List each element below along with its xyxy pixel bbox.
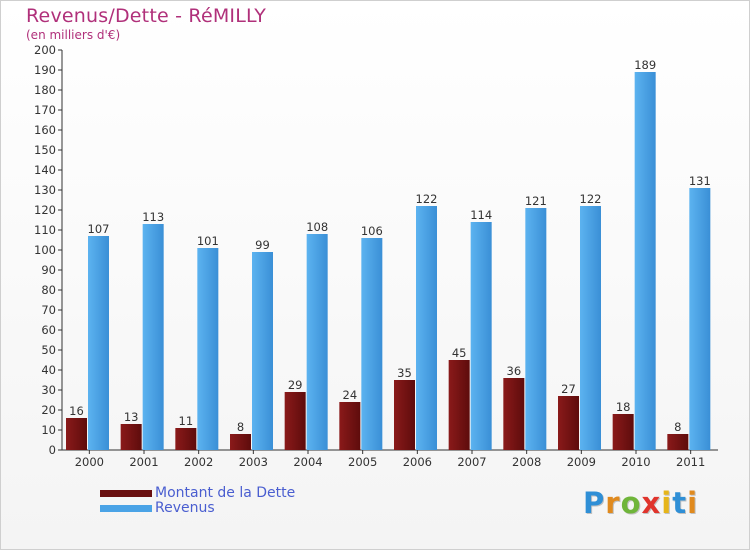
data-label-dette: 27 bbox=[561, 382, 576, 396]
chart-title: Revenus/Dette - RéMILLY bbox=[26, 5, 267, 27]
data-label-dette: 8 bbox=[674, 420, 681, 434]
x-tick-label: 2000 bbox=[75, 455, 104, 469]
y-tick-label: 100 bbox=[34, 243, 56, 257]
bar-dette bbox=[448, 360, 470, 450]
data-label-revenus: 108 bbox=[306, 220, 328, 234]
data-label-revenus: 189 bbox=[634, 58, 656, 72]
y-tick-label: 50 bbox=[41, 343, 56, 357]
data-label-revenus: 101 bbox=[197, 234, 219, 248]
x-tick-label: 2004 bbox=[293, 455, 322, 469]
bar-dette bbox=[667, 434, 689, 450]
data-label-dette: 13 bbox=[124, 410, 139, 424]
y-tick-label: 130 bbox=[34, 183, 56, 197]
data-label-dette: 29 bbox=[288, 378, 303, 392]
logo-letter: x bbox=[641, 486, 662, 520]
x-tick-label: 2006 bbox=[403, 455, 432, 469]
bar-dette bbox=[284, 392, 306, 450]
x-tick-label: 2009 bbox=[567, 455, 596, 469]
data-label-revenus: 107 bbox=[88, 222, 110, 236]
bar-revenus bbox=[470, 222, 492, 450]
legend-swatch-dette bbox=[100, 490, 152, 497]
x-tick-label: 2007 bbox=[457, 455, 486, 469]
x-tick-label: 2008 bbox=[512, 455, 541, 469]
x-tick-label: 2011 bbox=[676, 455, 705, 469]
y-tick-label: 190 bbox=[34, 63, 56, 77]
bar-revenus bbox=[416, 206, 437, 450]
y-tick-label: 150 bbox=[34, 143, 56, 157]
data-label-revenus: 122 bbox=[580, 192, 602, 206]
logo-letter: i bbox=[687, 486, 699, 520]
y-tick-label: 110 bbox=[34, 223, 56, 237]
bar-revenus bbox=[88, 236, 109, 450]
data-label-revenus: 114 bbox=[470, 208, 492, 222]
bar-dette bbox=[503, 378, 525, 450]
data-label-dette: 36 bbox=[507, 364, 522, 378]
logo-letter: o bbox=[620, 486, 642, 520]
y-tick-label: 0 bbox=[49, 443, 56, 457]
data-label-revenus: 131 bbox=[689, 174, 711, 188]
data-label-dette: 8 bbox=[237, 420, 244, 434]
logo-letter: i bbox=[661, 486, 673, 520]
data-label-revenus: 106 bbox=[361, 224, 383, 238]
proxiti-logo: Proxiti bbox=[583, 486, 698, 520]
y-tick-label: 30 bbox=[41, 383, 56, 397]
bar-dette bbox=[612, 414, 634, 450]
data-label-dette: 24 bbox=[343, 388, 358, 402]
x-tick-label: 2002 bbox=[184, 455, 213, 469]
legend-swatch-revenus bbox=[100, 505, 152, 512]
bar-revenus bbox=[580, 206, 601, 450]
data-label-revenus: 113 bbox=[142, 210, 164, 224]
data-label-revenus: 122 bbox=[416, 192, 438, 206]
bar-dette bbox=[230, 434, 251, 450]
data-label-dette: 45 bbox=[452, 346, 467, 360]
y-tick-label: 10 bbox=[41, 423, 56, 437]
logo-letter: P bbox=[583, 486, 606, 520]
bar-dette bbox=[175, 428, 197, 450]
legend-label-revenus: Revenus bbox=[155, 500, 215, 516]
legend-label-dette: Montant de la Dette bbox=[155, 485, 296, 501]
logo-letter: t bbox=[672, 486, 688, 520]
y-tick-label: 140 bbox=[34, 163, 56, 177]
y-tick-label: 70 bbox=[41, 303, 56, 317]
y-tick-label: 20 bbox=[41, 403, 56, 417]
bar-revenus bbox=[361, 238, 383, 450]
data-label-dette: 18 bbox=[616, 400, 631, 414]
y-tick-label: 60 bbox=[41, 323, 56, 337]
y-tick-label: 180 bbox=[34, 83, 56, 97]
bar-dette bbox=[120, 424, 142, 450]
bar-revenus bbox=[689, 188, 711, 450]
data-label-dette: 35 bbox=[397, 366, 412, 380]
data-label-dette: 16 bbox=[69, 404, 84, 418]
bar-revenus bbox=[142, 224, 164, 450]
bar-dette bbox=[339, 402, 361, 450]
bar-revenus bbox=[197, 248, 219, 450]
data-label-dette: 11 bbox=[179, 414, 194, 428]
chart-subtitle: (en milliers d'€) bbox=[26, 28, 121, 42]
y-tick-label: 120 bbox=[34, 203, 56, 217]
bar-revenus bbox=[252, 252, 273, 450]
x-tick-label: 2001 bbox=[129, 455, 158, 469]
y-tick-label: 160 bbox=[34, 123, 56, 137]
x-tick-label: 2003 bbox=[239, 455, 268, 469]
bar-revenus bbox=[306, 234, 328, 450]
data-label-revenus: 99 bbox=[255, 238, 270, 252]
logo-letter: r bbox=[605, 486, 621, 520]
bar-revenus bbox=[525, 208, 547, 450]
y-tick-label: 200 bbox=[34, 43, 56, 57]
y-tick-label: 80 bbox=[41, 283, 56, 297]
y-tick-label: 40 bbox=[41, 363, 56, 377]
y-tick-label: 90 bbox=[41, 263, 56, 277]
x-tick-label: 2005 bbox=[348, 455, 377, 469]
x-tick-label: 2010 bbox=[621, 455, 650, 469]
bar-revenus bbox=[634, 72, 656, 450]
data-label-revenus: 121 bbox=[525, 194, 547, 208]
bar-dette bbox=[66, 418, 87, 450]
bar-dette bbox=[558, 396, 579, 450]
bar-dette bbox=[394, 380, 415, 450]
y-tick-label: 170 bbox=[34, 103, 56, 117]
